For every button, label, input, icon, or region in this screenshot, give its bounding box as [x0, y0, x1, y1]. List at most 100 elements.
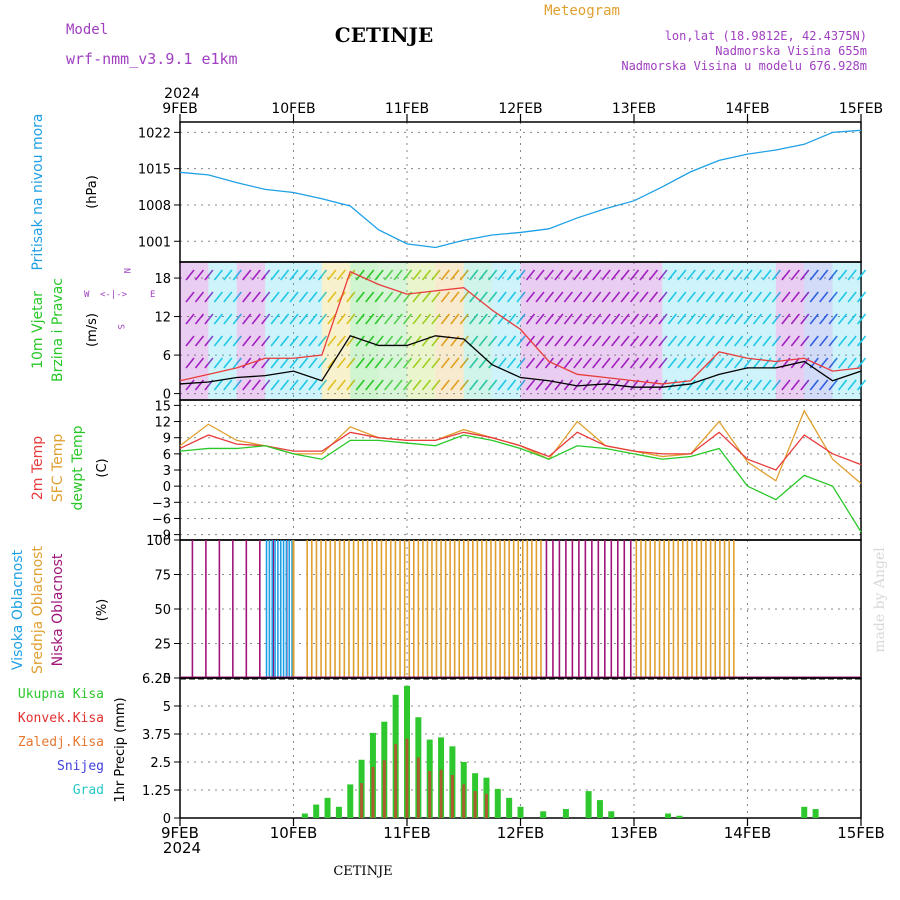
panel-frame — [179, 539, 862, 679]
wind-barb-band — [492, 263, 521, 399]
wind-barb — [317, 291, 328, 303]
wind-barb — [336, 357, 346, 369]
wind-barb — [601, 379, 611, 391]
wind-barb — [771, 313, 782, 325]
wind-barb — [365, 379, 375, 391]
wind-barb — [204, 313, 214, 325]
wind-barb — [298, 313, 309, 325]
wind-barb — [554, 313, 564, 325]
wind-barb — [563, 313, 573, 325]
wind-barb — [365, 291, 375, 303]
wind-barb — [525, 313, 536, 325]
wind-barb — [431, 379, 441, 391]
wind-barb — [384, 313, 394, 325]
wind-barb — [431, 291, 441, 303]
wind-barb — [488, 335, 498, 347]
wind-barb — [838, 269, 848, 281]
wind-barb — [573, 379, 583, 391]
wind-barb — [374, 357, 384, 369]
precip-conv-bar — [405, 738, 409, 818]
wind-barb — [213, 291, 223, 303]
wind-barb — [270, 335, 280, 347]
wind-barb-band — [662, 263, 691, 399]
wind-barb — [478, 313, 488, 325]
wind-barb — [686, 269, 696, 281]
wind-barb — [677, 335, 687, 347]
wind-barb — [611, 335, 621, 347]
wind-barb — [497, 291, 507, 303]
wind-barb — [535, 335, 545, 347]
precip-legend-item: Grad — [73, 783, 104, 798]
wind-barb-band — [577, 263, 606, 399]
precip-legend-item: Snijeg — [57, 759, 104, 774]
wind-barb — [298, 291, 309, 303]
wind-barb — [620, 313, 630, 325]
wind-barb — [771, 291, 782, 303]
y-tick-label: 9 — [163, 432, 171, 447]
wind-barb — [204, 269, 214, 281]
wind-barb — [384, 379, 394, 391]
top-time-ticks: 9FEB 10FEB 11FEB 12FEB 13FEB 14FEB 15FEB — [162, 101, 883, 122]
wind-barb — [573, 335, 583, 347]
wind-barb — [365, 313, 375, 325]
wind-barb — [790, 335, 800, 347]
precip-bar — [494, 788, 501, 818]
wind-barb — [223, 335, 233, 347]
top-tick-label: 9FEB — [162, 101, 197, 117]
wind-barb — [469, 335, 479, 347]
wind-barb — [402, 335, 413, 347]
precip-bar — [324, 797, 331, 818]
wind-barb — [639, 269, 649, 281]
wind-barb — [440, 379, 450, 391]
wind-barb — [771, 379, 782, 391]
wind-barb — [677, 357, 687, 369]
wind-barb — [516, 335, 526, 347]
wind-barb — [279, 357, 290, 369]
wind-barb — [781, 313, 791, 325]
precip-bar — [347, 784, 354, 818]
wind-barb — [658, 269, 668, 281]
wind-barb — [232, 313, 242, 325]
wind-barb — [629, 335, 640, 347]
wind-barb — [346, 313, 356, 325]
wind-barb — [317, 335, 328, 347]
wind-barb — [355, 379, 365, 391]
wind-barb — [194, 357, 205, 369]
top-tick-label: 10FEB — [271, 101, 315, 117]
wind-barb — [516, 313, 526, 325]
wind-barb — [384, 269, 394, 281]
wind-barb — [488, 269, 498, 281]
cloud-axis-unit: (%) — [95, 599, 110, 622]
precip-bar — [801, 806, 808, 818]
wind-barb — [582, 357, 592, 369]
wind-barb — [592, 335, 602, 347]
wind-barb — [790, 313, 800, 325]
wind-barb — [563, 357, 573, 369]
wind-barb — [194, 291, 205, 303]
wind-barb — [270, 291, 280, 303]
wind-barb — [648, 335, 659, 347]
wind-barb — [667, 313, 677, 325]
compass-west: W — [84, 290, 90, 300]
wind-axis-unit: (m/s) — [85, 313, 100, 347]
wind-barb — [251, 269, 261, 281]
y-tick-label: 6.25 — [142, 672, 171, 687]
wind-barb — [611, 291, 621, 303]
cloud-panel: 0 25 50 75 100 — [146, 534, 862, 687]
wind-barb — [497, 335, 507, 347]
wind-barb — [459, 313, 469, 325]
y-tick-label: 1022 — [138, 126, 171, 141]
compass-east: E — [150, 290, 155, 300]
top-tick-label: 11FEB — [385, 101, 429, 117]
wind-barb — [696, 357, 706, 369]
wind-barb — [611, 357, 621, 369]
y-tick-label: 3.75 — [142, 728, 171, 743]
dewpoint-line — [179, 434, 862, 533]
wind-barb — [771, 335, 782, 347]
wind-barb — [696, 335, 706, 347]
wind-barb — [838, 291, 848, 303]
wind-barb — [677, 313, 687, 325]
wind-barb — [762, 379, 772, 391]
wind-barb — [450, 313, 460, 325]
wind-barb — [459, 269, 469, 281]
